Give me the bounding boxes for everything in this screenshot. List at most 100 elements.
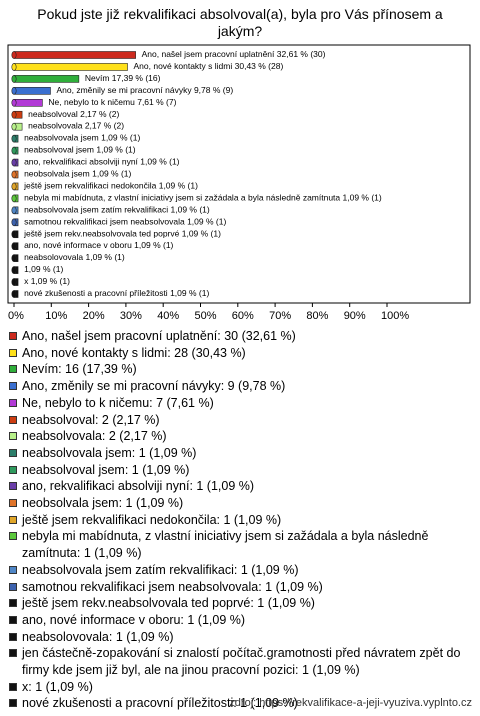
bar-cap bbox=[11, 134, 17, 143]
legend-label: Ano, našel jsem pracovní uplatnění: 30 (… bbox=[22, 329, 296, 343]
legend-label: neabsolvoval jsem: 1 (1,09 %) bbox=[22, 462, 190, 477]
legend-swatch bbox=[9, 515, 17, 524]
legend-item: neabsolvovala jsem: 1 (1,09 %) bbox=[8, 445, 474, 462]
bar-label: Ne, nebylo to k ničemu 7,61 % (7) bbox=[48, 97, 176, 107]
legend-swatch bbox=[9, 599, 17, 608]
bar-category: ještě jsem rekvalifikaci nedokončila bbox=[23, 181, 157, 191]
bar-label: 1,09 % (1) bbox=[24, 264, 63, 274]
legend-swatch bbox=[9, 565, 17, 574]
legend-swatch bbox=[9, 699, 17, 708]
bar-cap bbox=[11, 230, 17, 239]
bar-cap bbox=[11, 242, 17, 250]
bar-label: neabsolvovala jsem zatím rekvalifikaci 1… bbox=[24, 205, 210, 215]
bar-cap bbox=[11, 99, 17, 107]
legend-swatch bbox=[9, 332, 17, 340]
legend-swatch bbox=[9, 582, 17, 591]
bar-category: neabsolvoval bbox=[28, 109, 78, 119]
legend-label: ano, nové informace v oboru: 1 (1,09 %) bbox=[22, 612, 246, 627]
legend-item: neabsolvovala jsem zatím rekvalifikaci: … bbox=[8, 562, 474, 579]
legend-label: neobsolvala jsem: 1 (1,09 %) bbox=[22, 496, 184, 511]
legend-swatch bbox=[9, 365, 17, 374]
bar-value-label: 1,09 % (1) bbox=[159, 181, 198, 191]
legend-label: neabsolovovala: 1 (1,09 %) bbox=[22, 629, 174, 644]
legend-item: samotnou rekvalifikaci jsem neabsolvoval… bbox=[8, 579, 474, 596]
bar-cap bbox=[11, 122, 17, 131]
legend-swatch bbox=[9, 382, 17, 391]
bar-label: nové zkušenosti a pracovní příležitosti … bbox=[24, 288, 209, 298]
bar-label: neabsolvoval 2,17 % (2) bbox=[28, 109, 119, 119]
bar-category: neobsolvala jsem bbox=[24, 169, 90, 179]
bar-label: nebyla mi mabídnuta, z vlastní iniciativ… bbox=[24, 193, 382, 203]
legend-label: Ano, změnily se mi pracovní návyky: 9 (9… bbox=[22, 379, 286, 394]
legend-label: neabsolvovala jsem: 1 (1,09 %) bbox=[22, 445, 197, 460]
legend-label: ještě jsem rekvalifikaci nedokončila: 1 … bbox=[22, 512, 282, 527]
bar-value-label: 1,09 % (1) bbox=[170, 288, 209, 298]
bar-value-label: 1,09 % (1) bbox=[101, 133, 140, 143]
bar-label: neabsolvovala 2,17 % (2) bbox=[28, 121, 124, 131]
legend-item: nové zkušenosti a pracovní příležitosti:… bbox=[8, 695, 474, 712]
legend-item: neabsolovovala: 1 (1,09 %) bbox=[8, 629, 474, 646]
legend-label: jen částečně-zopakování si znalostí počí… bbox=[22, 646, 461, 678]
bar-label: ano, nové informace v oboru 1,09 % (1) bbox=[24, 240, 173, 250]
bar-cap bbox=[11, 278, 17, 286]
legend-item: Ano, změnily se mi pracovní návyky: 9 (9… bbox=[8, 378, 474, 395]
legend-item: neobsolvala jsem: 1 (1,09 %) bbox=[8, 495, 474, 512]
chart: 0% 10% 20% 30% 40% 50% 60% 70% 80% 90% 100% Ano, na… bbox=[7, 44, 471, 322]
plot-frame bbox=[7, 44, 471, 304]
bar-value-label: 2,17 % (2) bbox=[80, 109, 119, 119]
bar-category: Ne, nebylo to k ničemu bbox=[48, 97, 135, 107]
bar-value-label: 30,43 % (28) bbox=[235, 61, 284, 71]
legend-swatch bbox=[9, 532, 17, 541]
bar-category: Ano, nové kontakty s lidmi bbox=[134, 61, 233, 71]
legend-item: ještě jsem rekvalifikaci nedokončila: 1 … bbox=[8, 512, 474, 529]
legend-swatch bbox=[9, 632, 17, 641]
x-tick-label: 30% bbox=[120, 310, 142, 322]
bar-category: neabsolvovala bbox=[28, 121, 83, 131]
legend-item: neabsolvovala: 2 (2,17 %) bbox=[8, 428, 474, 445]
bar-category: Ano, našel jsem pracovní uplatnění bbox=[142, 49, 275, 59]
legend-item: neabsolvoval jsem: 1 (1,09 %) bbox=[8, 462, 474, 479]
bar-cap bbox=[11, 194, 17, 203]
bar-value-label: 7,61 % (7) bbox=[137, 97, 176, 107]
bar-category: neabsolvovala jsem zatím rekvalifikaci bbox=[24, 205, 168, 215]
legend-swatch bbox=[9, 465, 17, 474]
legend-item: Ano, nové kontakty s lidmi: 28 (30,43 %) bbox=[8, 345, 474, 362]
bar-value-label: 17,39 % (16) bbox=[112, 73, 161, 83]
x-tick-label: 60% bbox=[232, 310, 254, 322]
legend-label: nové zkušenosti a pracovní příležitosti:… bbox=[22, 696, 298, 711]
x-tick-label: 10% bbox=[45, 310, 67, 322]
bar-label: Ano, našel jsem pracovní uplatnění 32,61… bbox=[142, 49, 326, 59]
bar-value-label: 1,09 % (1) bbox=[24, 264, 63, 274]
x-tick-label: 40% bbox=[157, 310, 179, 322]
bar-value-label: 1,09 % (1) bbox=[96, 145, 135, 155]
x-tick-label: 0% bbox=[8, 310, 24, 322]
bar bbox=[13, 99, 43, 107]
bar-label: neobsolvala jsem 1,09 % (1) bbox=[24, 169, 131, 179]
bar bbox=[13, 51, 136, 59]
bar-cap bbox=[11, 158, 17, 167]
bar-category: ano, nové informace v oboru bbox=[24, 240, 132, 250]
bar-label: Nevím 17,39 % (16) bbox=[85, 73, 161, 83]
bar-category: nové zkušenosti a pracovní příležitosti bbox=[24, 288, 168, 298]
x-tick-label: 100% bbox=[381, 310, 409, 322]
legend-swatch bbox=[9, 432, 17, 441]
bar-cap bbox=[11, 182, 17, 191]
bar-category: nebyla mi mabídnuta, z vlastní iniciativ… bbox=[24, 193, 340, 203]
x-tick-label: 80% bbox=[306, 310, 328, 322]
bar-category: ano, rekvalifikaci absolviji nyní bbox=[24, 157, 138, 167]
bar-category: Nevím bbox=[85, 73, 110, 83]
legend-label: nebyla mi mabídnuta, z vlastní iniciativ… bbox=[22, 529, 429, 561]
bar-label: samotnou rekvalifikaci jsem neabsolvoval… bbox=[24, 217, 226, 227]
bar-category: Ano, změnily se mi pracovní návyky bbox=[56, 85, 192, 95]
bar-cap bbox=[11, 75, 17, 83]
bar-cap bbox=[11, 87, 17, 95]
legend-item: Ano, našel jsem pracovní uplatnění: 30 (… bbox=[8, 328, 474, 345]
legend-item: ještě jsem rekv.neabsolvovala ted poprvé… bbox=[8, 595, 474, 612]
legend-item: ano, rekvalifikaci absolviji nyní: 1 (1,… bbox=[8, 478, 474, 495]
bar-value-label: 1,09 % (1) bbox=[187, 217, 226, 227]
legend-swatch bbox=[9, 398, 17, 407]
x-tick-label: 20% bbox=[83, 310, 105, 322]
bar-value-label: 1,09 % (1) bbox=[182, 229, 221, 239]
bar bbox=[13, 63, 128, 71]
